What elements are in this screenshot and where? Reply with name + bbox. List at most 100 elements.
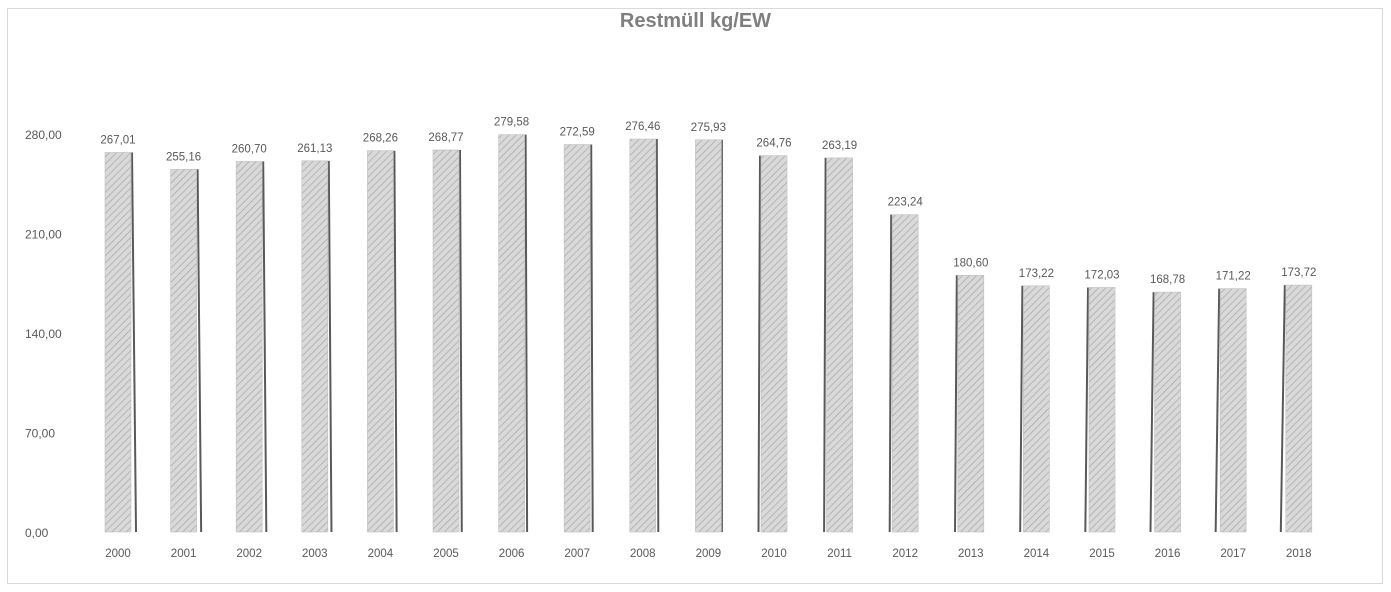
bar-2018: 173,72 — [1279, 267, 1316, 533]
x-tick-label: 2016 — [1155, 548, 1181, 560]
x-tick-label: 2006 — [499, 548, 525, 560]
x-tick-label: 2007 — [564, 548, 590, 560]
bar-2015: 172,03 — [1084, 269, 1120, 533]
data-label: 173,22 — [1019, 268, 1054, 280]
bar — [498, 134, 525, 533]
bar-side — [459, 149, 463, 532]
bar — [235, 161, 263, 533]
x-tick-label: 2014 — [1024, 548, 1050, 560]
x-tick-label: 2011 — [827, 548, 852, 560]
bar-2016: 168,78 — [1149, 274, 1185, 533]
bar-2003: 261,13 — [297, 143, 333, 533]
x-tick-label: 2017 — [1220, 548, 1246, 560]
data-label: 260,70 — [232, 143, 267, 155]
data-label: 255,16 — [166, 151, 201, 163]
bar-2012: 223,24 — [888, 197, 924, 533]
bar-side — [1149, 292, 1155, 532]
x-tick-label: 2010 — [761, 548, 787, 560]
bar-2001: 255,16 — [166, 151, 203, 533]
bar-side — [262, 161, 268, 532]
bar — [760, 155, 788, 533]
bar-side — [393, 150, 398, 533]
x-tick-label: 2002 — [236, 548, 262, 560]
bar — [104, 152, 132, 533]
y-tick-label: 280,00 — [25, 128, 62, 142]
x-tick-label: 2004 — [368, 548, 394, 560]
bar — [367, 150, 394, 533]
data-label: 264,76 — [756, 138, 791, 150]
data-label: 263,19 — [822, 140, 857, 152]
bar — [1088, 287, 1116, 533]
data-label: 168,78 — [1150, 274, 1185, 286]
data-label: 268,26 — [363, 133, 398, 145]
bar-side — [954, 275, 958, 532]
x-tick-label: 2013 — [958, 548, 984, 560]
bar — [891, 214, 919, 533]
data-label: 173,72 — [1281, 267, 1316, 279]
x-tick-label: 2009 — [696, 548, 722, 560]
bar — [1285, 284, 1313, 533]
x-tick-label: 2012 — [892, 548, 918, 560]
bar-side — [590, 144, 594, 533]
bar — [170, 169, 197, 533]
bar — [629, 138, 657, 533]
bar-side — [327, 160, 333, 532]
x-tick-label: 2005 — [433, 548, 459, 560]
bar-2005: 268,77 — [428, 132, 464, 533]
y-tick-label: 210,00 — [25, 228, 62, 242]
bar-side — [1279, 285, 1286, 532]
data-label: 279,58 — [494, 117, 529, 129]
bar-side — [721, 139, 723, 532]
bar-2007: 272,59 — [560, 127, 595, 533]
x-tick-label: 2001 — [171, 548, 197, 560]
data-label: 261,13 — [297, 143, 332, 155]
y-tick-label: 0,00 — [25, 526, 49, 540]
data-label: 172,03 — [1084, 269, 1119, 281]
y-tick-label: 140,00 — [25, 327, 62, 341]
bar-side — [757, 155, 761, 532]
chart-title: Restmüll kg/EW — [619, 10, 772, 32]
data-label: 267,01 — [100, 134, 135, 146]
bar-side — [196, 169, 203, 532]
x-tick-label: 2008 — [630, 548, 656, 560]
bar — [1219, 288, 1247, 533]
bar-2000: 267,01 — [100, 134, 137, 533]
bar-side — [524, 134, 529, 533]
y-axis: 0,00 70,00 140,00 210,00 280,00 — [25, 128, 62, 540]
bar-side — [1214, 288, 1221, 532]
bar-side — [888, 214, 893, 532]
bar — [957, 274, 985, 533]
bar-2017: 171,22 — [1214, 271, 1251, 533]
bar-side — [1084, 287, 1089, 532]
bar — [432, 149, 460, 533]
bar — [301, 160, 329, 533]
bar-2011: 263,19 — [822, 140, 857, 533]
bar — [826, 157, 853, 533]
bars: 267,01 255,16 260,70 261,13 268,26 268,77 279,… — [100, 117, 1316, 533]
bar-side — [823, 157, 827, 532]
data-label: 268,77 — [428, 132, 463, 144]
bar-side — [1019, 285, 1024, 532]
bar-2010: 264,76 — [756, 138, 792, 533]
bar — [1023, 285, 1050, 533]
x-tick-label: 2018 — [1286, 548, 1312, 560]
data-label: 276,46 — [625, 121, 660, 133]
data-label: 180,60 — [953, 257, 988, 269]
data-label: 275,93 — [691, 122, 726, 134]
x-tick-label: 2000 — [105, 548, 131, 560]
bar-side — [655, 139, 660, 532]
bar-2008: 276,46 — [625, 121, 660, 533]
data-label: 223,24 — [888, 197, 924, 209]
data-label: 171,22 — [1216, 271, 1251, 283]
data-label: 272,59 — [560, 127, 595, 139]
bar-side — [131, 152, 137, 532]
bar-2006: 279,58 — [494, 117, 529, 533]
bar — [563, 144, 591, 533]
bar-2009: 275,93 — [691, 122, 726, 533]
bar-2014: 173,22 — [1019, 268, 1054, 533]
y-tick-label: 70,00 — [25, 427, 55, 441]
x-axis: 2000 2001 2002 2003 2004 2005 2006 2007 2008 2009… — [105, 548, 1311, 560]
bar-2004: 268,26 — [363, 133, 398, 533]
bar — [695, 139, 722, 533]
